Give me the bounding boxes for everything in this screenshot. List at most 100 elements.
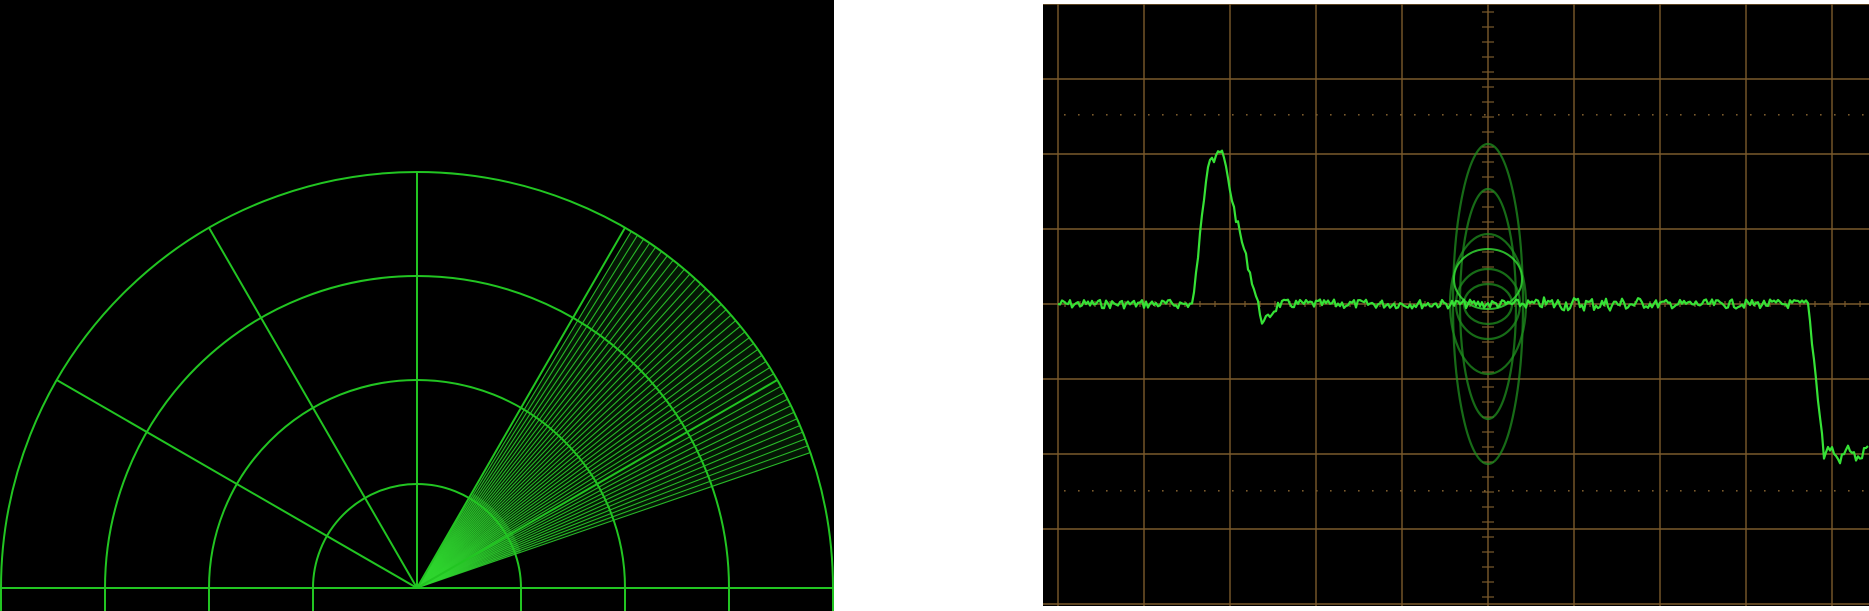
graticule-dot bbox=[1162, 114, 1164, 116]
graticule-dot bbox=[1708, 490, 1710, 492]
graticule-dot bbox=[1834, 490, 1836, 492]
radar-sweep-core bbox=[417, 493, 522, 588]
graticule-dot bbox=[1148, 490, 1150, 492]
graticule-dot bbox=[1316, 114, 1318, 116]
radar-sweep-beam bbox=[416, 231, 811, 589]
graticule-dot bbox=[1666, 114, 1668, 116]
graticule-dot bbox=[1568, 490, 1570, 492]
graticule-dot bbox=[1484, 490, 1486, 492]
graticule-dot bbox=[1806, 114, 1808, 116]
graticule-dot bbox=[1610, 490, 1612, 492]
graticule-dot bbox=[1736, 490, 1738, 492]
graticule-dot bbox=[1204, 114, 1206, 116]
graticule-dot bbox=[1190, 114, 1192, 116]
graticule-dot bbox=[1456, 114, 1458, 116]
graticule-dot bbox=[1526, 114, 1528, 116]
graticule-dot bbox=[1120, 490, 1122, 492]
graticule-dot bbox=[1596, 490, 1598, 492]
graticule-dot bbox=[1862, 490, 1864, 492]
graticule-dot bbox=[1512, 114, 1514, 116]
graticule-dot bbox=[1568, 114, 1570, 116]
graticule-dot bbox=[1428, 490, 1430, 492]
radar-bearing-spoke bbox=[56, 379, 418, 589]
graticule-dot bbox=[1778, 114, 1780, 116]
graticule-dot bbox=[1624, 490, 1626, 492]
graticule-dot bbox=[1820, 114, 1822, 116]
graticule-dot bbox=[1176, 114, 1178, 116]
graticule-dot bbox=[1526, 490, 1528, 492]
radar-ring-extension bbox=[104, 588, 730, 611]
graticule-dot bbox=[1470, 114, 1472, 116]
graticule-dot bbox=[1330, 114, 1332, 116]
graticule-dot bbox=[1442, 490, 1444, 492]
oscilloscope-graticule bbox=[1043, 4, 1869, 606]
graticule-dot bbox=[1750, 490, 1752, 492]
graticule-dot bbox=[1652, 114, 1654, 116]
graticule-dot bbox=[1302, 114, 1304, 116]
graticule-dot bbox=[1764, 114, 1766, 116]
graticule-dot bbox=[1596, 114, 1598, 116]
oscilloscope-display bbox=[1043, 4, 1869, 606]
graticule-dot bbox=[1344, 114, 1346, 116]
graticule-dot bbox=[1498, 114, 1500, 116]
graticule-dot bbox=[1708, 114, 1710, 116]
graticule-dot bbox=[1792, 114, 1794, 116]
radar-scope bbox=[0, 171, 834, 611]
graticule-dot bbox=[1722, 490, 1724, 492]
graticule-dot bbox=[1092, 114, 1094, 116]
graticule-dot bbox=[1106, 114, 1108, 116]
graticule-dot bbox=[1176, 490, 1178, 492]
radar-bearing-spoke bbox=[416, 379, 778, 589]
oscilloscope-signal-trace bbox=[1057, 149, 1869, 465]
graticule-dot bbox=[1260, 114, 1262, 116]
graticule-dot bbox=[1190, 490, 1192, 492]
graticule-dot bbox=[1330, 490, 1332, 492]
graticule-dot bbox=[1204, 490, 1206, 492]
graticule-dot bbox=[1540, 490, 1542, 492]
graticule-dot bbox=[1134, 114, 1136, 116]
graticule-dot bbox=[1736, 114, 1738, 116]
graticule-dot bbox=[1274, 490, 1276, 492]
graticule-dot bbox=[1274, 114, 1276, 116]
graticule-dot bbox=[1652, 490, 1654, 492]
graticule-dot bbox=[1078, 114, 1080, 116]
graticule-dot bbox=[1246, 114, 1248, 116]
graticule-dot bbox=[1288, 490, 1290, 492]
graticule-dot bbox=[1498, 490, 1500, 492]
graticule-dot bbox=[1218, 114, 1220, 116]
graticule-dot bbox=[1694, 114, 1696, 116]
graticule-dot bbox=[1064, 114, 1066, 116]
graticule-dot bbox=[1540, 114, 1542, 116]
graticule-dot bbox=[1246, 490, 1248, 492]
graticule-dot bbox=[1848, 114, 1850, 116]
graticule-dot bbox=[1316, 490, 1318, 492]
graticule-dot bbox=[1414, 114, 1416, 116]
graticule-dot bbox=[1554, 490, 1556, 492]
radar-ring-extension bbox=[312, 588, 522, 611]
graticule-dot bbox=[1484, 114, 1486, 116]
graticule-dot bbox=[1666, 490, 1668, 492]
graticule-dot bbox=[1764, 490, 1766, 492]
graticule-dot bbox=[1848, 490, 1850, 492]
graticule-dot bbox=[1792, 490, 1794, 492]
graticule-dot bbox=[1750, 114, 1752, 116]
graticule-dot bbox=[1610, 114, 1612, 116]
graticule-dot bbox=[1680, 490, 1682, 492]
graticule-dot bbox=[1470, 490, 1472, 492]
graticule-dot bbox=[1232, 490, 1234, 492]
graticule-dot bbox=[1386, 490, 1388, 492]
graticule-dot bbox=[1372, 114, 1374, 116]
radar-display bbox=[0, 0, 834, 611]
graticule-dot bbox=[1064, 490, 1066, 492]
radar-bearing-spoke bbox=[208, 227, 418, 589]
graticule-dot bbox=[1820, 490, 1822, 492]
graticule-dot bbox=[1358, 490, 1360, 492]
graticule-dot bbox=[1806, 490, 1808, 492]
graticule-dot bbox=[1694, 490, 1696, 492]
graticule-dot bbox=[1624, 114, 1626, 116]
graticule-dot bbox=[1078, 490, 1080, 492]
graticule-dot bbox=[1456, 490, 1458, 492]
graticule-dot bbox=[1582, 490, 1584, 492]
graticule-dot bbox=[1120, 114, 1122, 116]
graticule-dot bbox=[1092, 490, 1094, 492]
